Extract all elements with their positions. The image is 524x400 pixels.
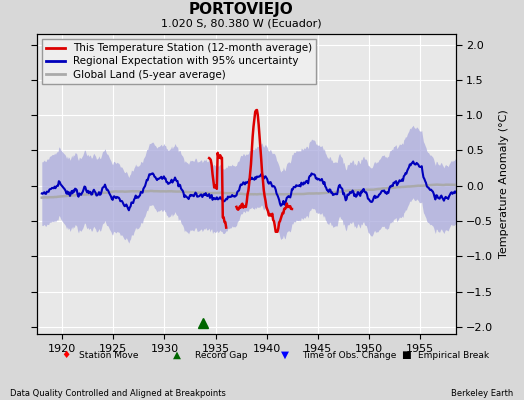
Text: PORTOVIEJO: PORTOVIEJO: [189, 2, 293, 17]
Text: Record Gap: Record Gap: [195, 350, 247, 360]
Text: Berkeley Earth: Berkeley Earth: [451, 389, 514, 398]
Text: Empirical Break: Empirical Break: [418, 350, 489, 360]
Text: ♦: ♦: [62, 350, 71, 360]
Y-axis label: Temperature Anomaly (°C): Temperature Anomaly (°C): [499, 110, 509, 258]
Text: Station Move: Station Move: [79, 350, 138, 360]
Text: 1.020 S, 80.380 W (Ecuador): 1.020 S, 80.380 W (Ecuador): [161, 18, 321, 28]
Text: ■: ■: [401, 350, 411, 360]
Legend: This Temperature Station (12-month average), Regional Expectation with 95% uncer: This Temperature Station (12-month avera…: [42, 39, 316, 84]
Text: ▼: ▼: [281, 350, 289, 360]
Text: ▲: ▲: [173, 350, 181, 360]
Text: Time of Obs. Change: Time of Obs. Change: [302, 350, 397, 360]
Text: Data Quality Controlled and Aligned at Breakpoints: Data Quality Controlled and Aligned at B…: [10, 389, 226, 398]
